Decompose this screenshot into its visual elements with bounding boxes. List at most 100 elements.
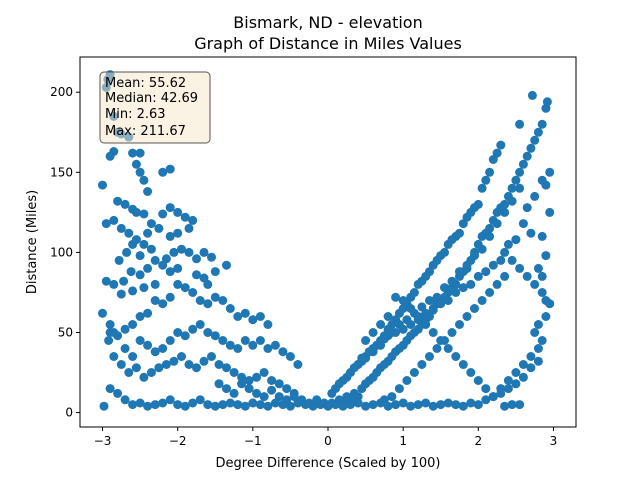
data-point-250 xyxy=(542,97,552,107)
data-point-95 xyxy=(105,328,115,337)
data-point-163 xyxy=(233,400,243,410)
data-point-38 xyxy=(109,215,119,225)
data-point-392 xyxy=(537,288,547,297)
data-point-153 xyxy=(158,398,168,408)
data-point-181 xyxy=(252,388,262,398)
data-point-408 xyxy=(417,360,427,369)
data-point-388 xyxy=(372,340,382,350)
data-point-155 xyxy=(173,400,183,410)
data-point-41 xyxy=(128,239,138,249)
data-point-17 xyxy=(98,180,107,190)
data-point-128 xyxy=(161,360,171,369)
data-point-399 xyxy=(485,288,495,297)
data-point-110 xyxy=(218,336,228,345)
data-point-126 xyxy=(146,368,156,377)
data-point-90 xyxy=(203,279,213,289)
data-point-57 xyxy=(135,270,145,280)
data-point-53 xyxy=(173,263,183,273)
data-point-54 xyxy=(165,267,175,277)
data-point-350 xyxy=(466,279,476,289)
data-point-135 xyxy=(214,360,224,369)
data-point-78 xyxy=(210,292,220,302)
data-point-176 xyxy=(214,379,224,389)
data-point-66 xyxy=(120,324,130,334)
data-point-8 xyxy=(105,151,115,161)
data-point-420 xyxy=(488,392,498,402)
data-point-142 xyxy=(267,376,277,385)
data-point-69 xyxy=(143,308,153,318)
data-point-371 xyxy=(500,207,510,217)
data-point-299 xyxy=(545,167,555,177)
data-point-92 xyxy=(139,283,149,293)
data-point-318 xyxy=(481,395,491,405)
data-point-424 xyxy=(458,360,468,369)
data-point-134 xyxy=(207,352,216,361)
data-point-245 xyxy=(526,143,536,153)
data-point-302 xyxy=(537,231,547,241)
data-point-131 xyxy=(184,360,194,369)
data-point-67 xyxy=(128,320,138,329)
data-point-15 xyxy=(158,167,168,177)
data-point-410 xyxy=(402,376,412,385)
data-point-9 xyxy=(128,148,138,158)
data-point-20 xyxy=(120,199,130,209)
data-point-154 xyxy=(165,395,175,405)
data-point-412 xyxy=(387,392,397,402)
data-point-50 xyxy=(192,254,201,264)
y-tick-label: 50 xyxy=(58,325,73,339)
data-point-382 xyxy=(417,302,427,312)
data-point-335 xyxy=(353,398,363,408)
data-point-175 xyxy=(99,401,109,411)
data-point-82 xyxy=(240,308,250,318)
data-point-130 xyxy=(177,352,186,361)
data-point-166 xyxy=(255,400,265,410)
data-point-177 xyxy=(222,384,231,394)
data-point-396 xyxy=(507,255,517,265)
data-point-263 xyxy=(458,219,468,229)
data-point-348 xyxy=(481,267,491,277)
stats-median: Median: 42.69 xyxy=(105,91,198,106)
data-point-106 xyxy=(188,324,198,334)
data-point-63 xyxy=(105,320,115,329)
data-point-256 xyxy=(485,167,495,177)
data-point-275 xyxy=(413,279,423,289)
data-point-23 xyxy=(139,209,149,219)
data-point-123 xyxy=(124,368,134,377)
data-point-116 xyxy=(263,344,273,353)
data-point-83 xyxy=(248,315,258,325)
data-point-44 xyxy=(146,244,156,254)
data-point-58 xyxy=(126,267,136,277)
data-point-345 xyxy=(500,247,510,257)
data-point-11 xyxy=(131,159,141,169)
data-point-367 xyxy=(530,191,540,201)
data-point-435 xyxy=(376,320,386,329)
data-point-240 xyxy=(507,183,517,193)
data-point-374 xyxy=(477,244,487,254)
data-point-379 xyxy=(440,283,449,293)
data-point-375 xyxy=(470,251,479,261)
data-point-346 xyxy=(496,255,506,265)
data-point-391 xyxy=(541,296,551,305)
data-point-75 xyxy=(188,288,198,297)
data-point-319 xyxy=(473,400,483,410)
stats-min: Min: 2.63 xyxy=(105,107,166,122)
data-point-86 xyxy=(192,270,201,280)
data-point-43 xyxy=(139,239,149,249)
data-point-132 xyxy=(192,363,201,373)
data-point-77 xyxy=(203,299,213,309)
x-tick-label: 1 xyxy=(399,434,407,448)
data-point-258 xyxy=(477,183,487,193)
data-point-340 xyxy=(515,400,525,410)
data-point-112 xyxy=(233,344,243,353)
chart-title-line2: Graph of Distance in Miles Values xyxy=(194,34,462,53)
data-point-247 xyxy=(533,127,543,137)
data-point-147 xyxy=(113,388,123,398)
y-tick-label: 100 xyxy=(50,245,73,259)
data-point-257 xyxy=(481,175,491,185)
data-point-45 xyxy=(150,255,160,265)
data-point-97 xyxy=(120,344,130,353)
data-point-156 xyxy=(180,401,190,411)
data-point-199 xyxy=(353,392,363,402)
data-point-47 xyxy=(169,247,179,257)
